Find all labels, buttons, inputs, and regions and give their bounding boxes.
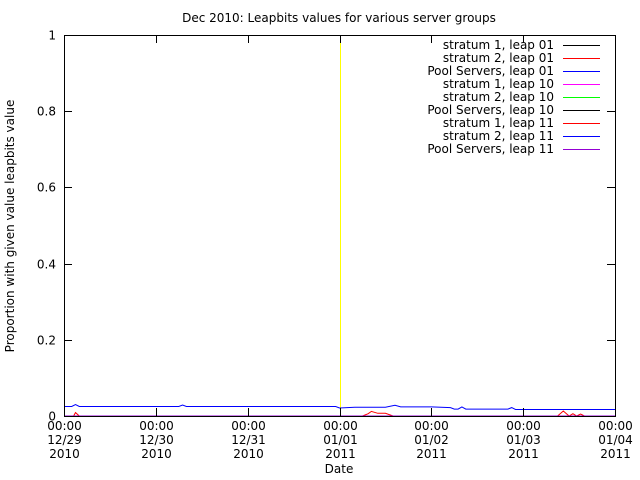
legend-label-7: stratum 1, leap 11 <box>443 116 554 130</box>
x-axis-label: Date <box>325 462 354 476</box>
y-tick-label: 0.6 <box>37 181 56 195</box>
legend-label-2: stratum 2, leap 01 <box>443 51 554 65</box>
axis-ticks: 0 0.2 0.4 0.6 0.8 1 00:00 12/29 2010 00:00 12/30 20… <box>37 29 633 462</box>
x-tick-label: 00:00 01/01 2011 <box>323 419 358 461</box>
legend-label-8: stratum 2, leap 11 <box>443 129 554 143</box>
x-tick-label: 00:00 12/29 2010 <box>47 419 82 461</box>
x-tick-label: 00:00 12/31 2010 <box>231 419 266 461</box>
x-tick-label: 00:00 01/03 2011 <box>506 419 541 461</box>
legend-label-5: stratum 2, leap 10 <box>443 90 554 104</box>
y-axis-label: Proportion with given value leapbits val… <box>3 100 17 353</box>
series-line-2 <box>64 410 615 417</box>
legend-label-3: Pool Servers, leap 01 <box>427 64 554 78</box>
y-tick-label: 0.4 <box>37 258 56 272</box>
x-tick-label: 00:00 01/02 2011 <box>414 419 449 461</box>
y-tick-label: 0.8 <box>37 105 56 119</box>
legend-label-4: stratum 1, leap 10 <box>443 77 554 91</box>
y-tick-label: 0.2 <box>37 334 56 348</box>
x-tick-label: 00:00 12/30 2010 <box>139 419 174 461</box>
series-line-3 <box>64 404 615 410</box>
chart-title: Dec 2010: Leapbits values for various se… <box>182 11 496 25</box>
y-tick-label: 1 <box>48 29 56 43</box>
legend-label-6: Pool Servers, leap 10 <box>427 103 554 117</box>
y-tick-label: 0 <box>48 410 56 424</box>
x-tick-label: 00:00 01/04 2011 <box>598 419 633 461</box>
legend-label-1: stratum 1, leap 01 <box>443 38 554 52</box>
legend-label-9: Pool Servers, leap 11 <box>427 142 554 156</box>
